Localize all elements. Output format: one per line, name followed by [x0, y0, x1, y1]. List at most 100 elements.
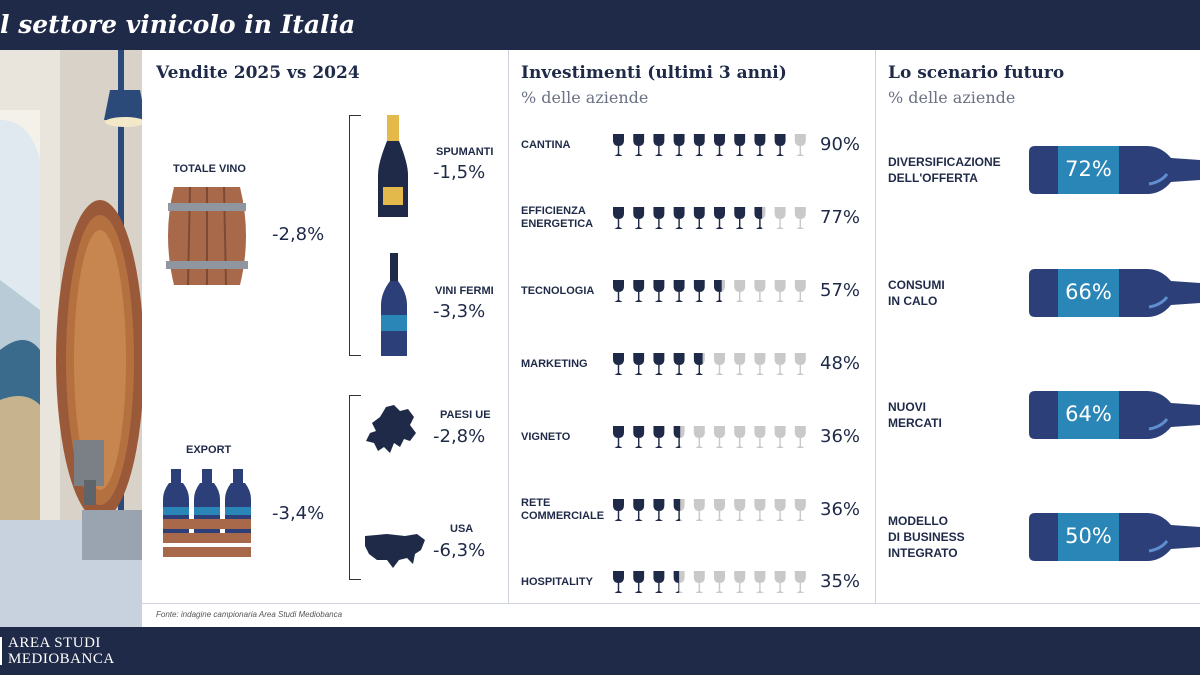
wine-glass-icon — [613, 280, 624, 302]
wine-glass-icon — [794, 280, 806, 302]
investment-value: 57% — [820, 280, 861, 301]
wine-glass-icon — [613, 499, 624, 521]
wine-glass-icon — [673, 353, 685, 375]
future-value: 64% — [1065, 402, 1112, 426]
wine-glass-icon — [673, 426, 685, 448]
spumanti-value: -1,5% — [433, 162, 486, 183]
wine-glass-icon — [714, 353, 725, 375]
wine-glass-icon — [673, 280, 685, 302]
wine-glass-icon — [633, 207, 645, 229]
wine-glass-icon — [714, 426, 725, 448]
wine-glass-icon — [774, 499, 786, 521]
investment-glasses — [613, 134, 806, 156]
wine-glass-icon — [633, 571, 645, 593]
investment-label: HOSPITALITY — [521, 575, 593, 588]
footer-rule — [142, 603, 1200, 604]
investment-value: 35% — [820, 571, 861, 592]
wine-glass-icon — [633, 353, 645, 375]
bracket-total — [349, 115, 361, 356]
wine-glass-icon — [633, 280, 645, 302]
vini-fermi-label: VINI FERMI — [435, 285, 494, 297]
future-label: CONSUMI IN CALO — [888, 278, 945, 308]
investment-value: 48% — [820, 353, 861, 374]
investment-glasses — [613, 571, 806, 593]
paesi-ue-value: -2,8% — [433, 426, 486, 447]
vini-fermi-value: -3,3% — [433, 301, 486, 322]
investment-glasses — [613, 207, 806, 229]
wine-glass-icon — [754, 207, 766, 229]
wine-glass-icon — [774, 280, 786, 302]
wine-glass-icon — [653, 353, 665, 375]
investment-glasses — [613, 280, 806, 302]
wine-glass-icon — [653, 134, 665, 156]
wine-glass-icon — [794, 353, 806, 375]
usa-value: -6,3% — [433, 540, 486, 561]
future-title: Lo scenario futuro — [888, 63, 1065, 83]
investment-label: VIGNETO — [521, 430, 571, 443]
wine-glass-icon — [794, 207, 806, 229]
wine-glass-icon — [774, 353, 786, 375]
bracket-export — [349, 395, 361, 580]
investments-title: Investimenti (ultimi 3 anni) — [521, 63, 787, 83]
paesi-ue-label: PAESI UE — [440, 409, 491, 421]
europe-map-icon — [366, 405, 416, 453]
wine-glass-icon — [714, 207, 725, 229]
wine-glass-icon — [613, 134, 624, 156]
wine-glass-icon — [613, 426, 624, 448]
wine-glass-icon — [693, 571, 705, 593]
wine-glass-icon — [794, 499, 806, 521]
investment-label: CANTINA — [521, 138, 571, 151]
wine-bottle-icon — [1029, 391, 1200, 439]
wine-glass-icon — [794, 571, 806, 593]
wine-glass-icon — [754, 499, 766, 521]
wine-glass-icon — [734, 353, 746, 375]
usa-label: USA — [450, 523, 474, 535]
wine-glass-icon — [693, 499, 705, 521]
wine-glass-icon — [653, 499, 665, 521]
investment-glasses — [613, 353, 806, 375]
wine-glass-icon — [774, 571, 786, 593]
wine-glass-icon — [774, 207, 786, 229]
wine-glass-icon — [693, 353, 705, 375]
wine-glass-icon — [754, 426, 766, 448]
wine-glass-icon — [734, 426, 746, 448]
wine-glass-icon — [673, 207, 685, 229]
investment-glasses — [613, 499, 806, 521]
footer-bar: AREA STUDI MEDIOBANCA — [0, 627, 1200, 675]
wine-glass-icon — [774, 426, 786, 448]
future-value: 66% — [1065, 280, 1112, 304]
group-label-total: TOTALE VINO — [173, 163, 246, 175]
wine-glass-icon — [633, 134, 645, 156]
wine-glass-icon — [613, 207, 624, 229]
wine-glass-icon — [633, 426, 645, 448]
spumante-bottle-icon — [378, 115, 408, 217]
page-title: l settore vinicolo in Italia — [0, 10, 356, 39]
wine-glass-icon — [734, 280, 746, 302]
wine-glass-icon — [794, 134, 806, 156]
wine-glass-icon — [693, 280, 705, 302]
column-divider — [508, 50, 509, 603]
wine-crate-icon — [163, 469, 251, 557]
wine-glass-icon — [633, 499, 645, 521]
wine-bottle-icon — [1029, 146, 1200, 194]
wine-glass-icon — [754, 353, 766, 375]
export-value: -3,4% — [272, 503, 325, 524]
wine-glass-icon — [734, 499, 746, 521]
wine-glass-icon — [734, 207, 746, 229]
wine-glass-icon — [754, 280, 766, 302]
wine-glass-icon — [734, 571, 746, 593]
investment-value: 36% — [820, 499, 861, 520]
investment-label: MARKETING — [521, 357, 588, 370]
wine-glass-icon — [754, 571, 766, 593]
wine-glass-icon — [673, 571, 685, 593]
future-subtitle: % delle aziende — [888, 88, 1016, 107]
investment-label: EFFICIENZA ENERGETICA — [521, 205, 594, 230]
wine-glass-icon — [714, 134, 725, 156]
wine-glass-icon — [653, 280, 665, 302]
brand-line-2: MEDIOBANCA — [8, 651, 115, 667]
wine-glass-icon — [774, 134, 786, 156]
wine-glass-icon — [734, 134, 746, 156]
total-wine-value: -2,8% — [272, 224, 325, 245]
brand-line-1: AREA STUDI — [8, 635, 101, 651]
wine-glass-icon — [714, 280, 725, 302]
